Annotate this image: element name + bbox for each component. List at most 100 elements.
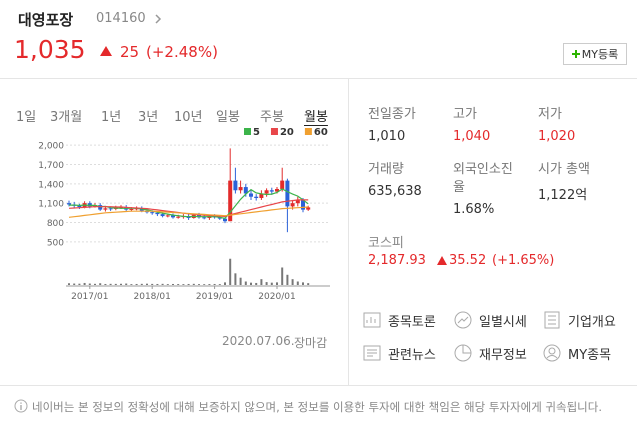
x-tick-label: 2019/01: [196, 292, 233, 302]
candle-body: [280, 180, 285, 189]
volume-bar: [218, 284, 221, 285]
summary-item: 고가 1,040: [453, 106, 533, 144]
volume-bar: [270, 282, 273, 285]
volume-bar: [161, 283, 164, 285]
divider: [348, 78, 349, 385]
period-tab[interactable]: 1년: [101, 110, 122, 125]
candle-body: [67, 203, 71, 205]
market-status: 장마감: [294, 336, 328, 350]
link-label: MY종목: [568, 347, 612, 363]
summary-item: 거래량 635,638: [368, 161, 448, 199]
candle-body: [269, 190, 274, 192]
volume-bar: [239, 277, 242, 285]
summary-item: 외국인소진율 1.68%: [453, 161, 533, 217]
candle-body: [165, 215, 170, 217]
volume-bar: [88, 283, 91, 285]
legend-swatch: [304, 128, 312, 135]
volume-bar: [255, 282, 258, 285]
period-tab[interactable]: 주봉: [260, 110, 284, 125]
icon: [543, 344, 561, 362]
link[interactable]: 재무정보: [453, 343, 527, 363]
candle-body: [243, 187, 248, 194]
period-tab[interactable]: 일봉: [216, 110, 240, 125]
candle-body: [259, 193, 264, 199]
volume-bar: [151, 283, 154, 285]
volume-bar: [146, 283, 148, 285]
y-tick-label: 500: [47, 238, 64, 248]
date: 2020.07.06.: [222, 334, 295, 348]
volume-bar: [135, 283, 138, 285]
candle-body: [87, 203, 92, 207]
volume-bar: [281, 267, 284, 285]
volume-bar: [286, 274, 289, 285]
link-label: 기업개요: [568, 314, 616, 330]
stock-price: 1,035: [14, 35, 86, 64]
my-button-label: MY등록: [581, 48, 619, 61]
volume-bar: [291, 279, 294, 285]
summary-item: 저가 1,020: [538, 106, 618, 144]
candle-body: [233, 180, 238, 191]
link[interactable]: 관련뉴스: [362, 343, 436, 363]
candle-body: [129, 208, 134, 210]
summary-label: 고가: [453, 107, 477, 122]
link-label: 재무정보: [479, 347, 527, 363]
x-tick-label: 2020/01: [258, 292, 295, 302]
candle-body: [103, 208, 108, 210]
period-tab[interactable]: 10년: [174, 110, 203, 125]
period-tab[interactable]: 3년: [138, 110, 159, 125]
summary-label: 시가 총액: [538, 162, 590, 177]
candle-body: [264, 190, 269, 194]
volume-bar: [99, 283, 102, 285]
period-tab[interactable]: 3개월: [50, 110, 83, 125]
volume-bar: [177, 284, 180, 285]
legend-label: 60: [314, 127, 328, 138]
period-tab[interactable]: 1일: [16, 110, 37, 125]
volume-bar: [302, 282, 304, 285]
candle-body: [98, 205, 103, 210]
candle-body: [197, 214, 201, 218]
candle-body: [171, 215, 175, 218]
link[interactable]: MY종목: [542, 343, 611, 363]
y-tick-label: 1,700: [38, 161, 64, 171]
candle-body: [275, 188, 279, 192]
divider: [0, 78, 637, 79]
candle-body: [249, 193, 253, 197]
volume-bar: [229, 258, 232, 285]
volume-bar: [140, 283, 143, 285]
link[interactable]: 일별시세: [453, 310, 527, 330]
stock-name[interactable]: 대영포장: [18, 11, 74, 29]
volume-bar: [276, 282, 278, 285]
volume-bar: [120, 283, 122, 285]
candle-body: [176, 216, 181, 218]
volume-bar: [156, 283, 159, 285]
candle-body: [202, 217, 207, 219]
index-name: 코스피: [368, 236, 404, 251]
y-tick-label: 800: [47, 219, 64, 229]
volume-bar: [260, 279, 263, 285]
candle-body: [160, 214, 165, 217]
stock-change-pct: (+2.48%): [146, 43, 218, 61]
period-tab[interactable]: 월봉: [304, 110, 328, 125]
volume-bar: [166, 284, 169, 285]
link[interactable]: 종목토론: [362, 310, 436, 330]
volume-bar: [244, 281, 247, 285]
candle-body: [290, 203, 295, 207]
summary-value: 635,638: [368, 184, 422, 199]
volume-bar: [78, 283, 81, 285]
volume-bar: [114, 283, 117, 285]
summary-label: 거래량: [368, 162, 404, 177]
x-tick-label: 2018/01: [134, 292, 171, 302]
icon: [454, 344, 472, 362]
stock-code: 014160: [96, 11, 146, 26]
candle-body: [301, 199, 305, 210]
candle-body: [139, 208, 144, 211]
plus-icon: [571, 50, 580, 58]
candle-body: [306, 207, 311, 210]
my-button[interactable]: MY등록: [563, 43, 627, 65]
summary-value: 1,040: [453, 129, 491, 144]
candle-body: [155, 212, 160, 215]
volume-bar: [250, 282, 252, 285]
candle-body: [223, 218, 227, 222]
legend-label: 5: [253, 127, 260, 138]
link[interactable]: 기업개요: [542, 310, 616, 330]
